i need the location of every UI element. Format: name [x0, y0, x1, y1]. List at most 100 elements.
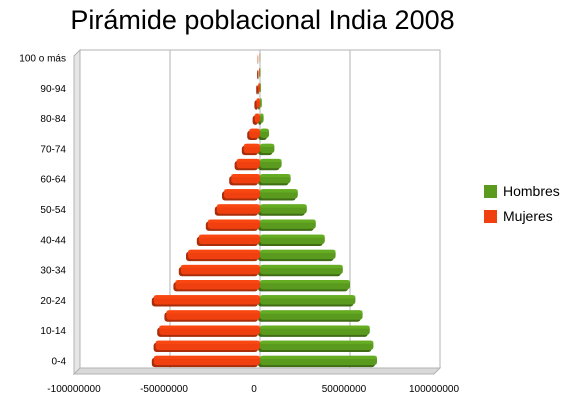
bar-mujeres-15-19 — [164, 310, 260, 322]
bar-mujeres-100 o más — [257, 52, 260, 65]
bar-highlight — [260, 234, 325, 238]
bar-mujeres-95-99 — [257, 68, 260, 80]
bar-mujeres-5-9 — [153, 340, 260, 352]
bar-mujeres-55-59 — [222, 189, 260, 201]
bar-mujeres-10-14 — [157, 325, 260, 337]
bar-highlight — [260, 219, 316, 223]
bar-hombres-75-79 — [258, 128, 269, 140]
bar-hombres-95-99 — [258, 68, 261, 80]
bar-highlight — [153, 355, 260, 360]
bar-highlight — [254, 113, 260, 117]
bar-hombres-35-39 — [258, 249, 336, 262]
bar-highlight — [260, 249, 336, 254]
bar-hombres-100 o más — [258, 52, 261, 65]
bar-hombres-65-69 — [258, 158, 282, 171]
y-tick-label: 90-94 — [40, 84, 66, 95]
bar-shadow — [257, 70, 258, 80]
bar-mujeres-25-29 — [173, 280, 260, 292]
y-tick-label: 70-74 — [40, 144, 66, 155]
legend-item-hombres: Hombres — [484, 180, 560, 202]
axes: -100000000 -50000000 0 50000000 100000000 0-4… — [19, 54, 459, 395]
bars — [151, 52, 377, 368]
bar-highlight — [231, 174, 260, 178]
bar-highlight — [260, 340, 374, 344]
y-tick-label: 10-14 — [40, 326, 66, 337]
bar-hombres-55-59 — [258, 189, 298, 201]
x-tick-label: 50000000 — [322, 384, 367, 395]
bar-hombres-40-44 — [258, 234, 325, 246]
bar-highlight — [260, 68, 261, 72]
y-tick-label: 40-44 — [40, 235, 66, 246]
y-tick-label: 80-84 — [40, 114, 66, 125]
x-tick-label: 0 — [251, 384, 257, 395]
bar-highlight — [258, 83, 260, 87]
bar-highlight — [166, 310, 260, 314]
y-tick-label: 100 o más — [19, 54, 66, 65]
bar-mujeres-70-74 — [241, 143, 260, 156]
bar-hombres-10-14 — [258, 325, 370, 337]
legend: Hombres Mujeres — [484, 180, 560, 230]
bar-highlight — [260, 83, 261, 87]
x-tick-label: 100000000 — [409, 384, 459, 395]
bar-highlight — [260, 325, 370, 329]
bar-highlight — [188, 249, 260, 254]
bar-highlight — [260, 113, 264, 117]
bar-highlight — [256, 98, 260, 102]
bar-mujeres-30-34 — [178, 264, 260, 277]
bar-mujeres-65-69 — [234, 158, 260, 171]
bar-highlight — [260, 174, 291, 178]
bar-hombres-60-64 — [258, 174, 291, 186]
y-tick-label: 30-34 — [40, 266, 66, 277]
legend-label-mujeres: Mujeres — [503, 208, 553, 224]
bar-highlight — [153, 295, 260, 299]
bar-hombres-30-34 — [258, 264, 343, 277]
bar-highlight — [260, 280, 350, 284]
bar-shadow — [256, 85, 258, 95]
bar-mujeres-0-4 — [151, 355, 260, 368]
y-tick-label: 60-64 — [40, 175, 66, 186]
bar-hombres-50-54 — [258, 204, 307, 216]
bar-highlight — [198, 234, 260, 238]
y-tick-label: 50-54 — [40, 205, 66, 216]
plot-side-wall — [73, 48, 81, 376]
bar-mujeres-50-54 — [214, 204, 260, 216]
legend-item-mujeres: Mujeres — [484, 205, 560, 227]
bar-mujeres-20-24 — [151, 295, 260, 307]
y-tick-label: 20-24 — [40, 296, 66, 307]
bar-highlight — [260, 264, 343, 269]
legend-label-hombres: Hombres — [503, 183, 560, 199]
bar-highlight — [155, 340, 260, 344]
bar-highlight — [180, 264, 260, 269]
bar-hombres-5-9 — [258, 340, 374, 352]
legend-swatch-hombres — [484, 184, 497, 198]
bar-highlight — [216, 204, 260, 208]
bar-mujeres-45-49 — [205, 219, 260, 231]
bar-highlight — [260, 143, 275, 148]
bar-hombres-70-74 — [258, 143, 275, 156]
x-tick-label: -50000000 — [140, 384, 188, 395]
bar-highlight — [260, 295, 356, 299]
x-tick-label: -100000000 — [47, 384, 101, 395]
bar-highlight — [260, 355, 377, 360]
bar-highlight — [260, 158, 282, 163]
chart-title: Pirámide poblacional India 2008 — [70, 5, 455, 35]
bar-highlight — [224, 189, 260, 193]
bar-mujeres-75-79 — [247, 128, 260, 140]
y-tick-label: 0-4 — [52, 356, 67, 367]
bar-mujeres-85-89 — [254, 98, 260, 110]
bar-highlight — [236, 158, 260, 163]
bar-hombres-15-19 — [258, 310, 363, 322]
bar-highlight — [159, 325, 260, 329]
bar-mujeres-90-94 — [256, 83, 260, 95]
bar-highlight — [243, 143, 260, 148]
legend-swatch-mujeres — [484, 209, 497, 223]
bar-hombres-45-49 — [258, 219, 316, 231]
plot-floor — [72, 367, 442, 375]
bar-hombres-0-4 — [258, 355, 377, 368]
bar-mujeres-60-64 — [229, 174, 260, 186]
bar-mujeres-80-84 — [252, 113, 260, 125]
bar-highlight — [260, 189, 298, 193]
bar-hombres-20-24 — [258, 295, 356, 307]
bar-hombres-25-29 — [258, 280, 350, 292]
